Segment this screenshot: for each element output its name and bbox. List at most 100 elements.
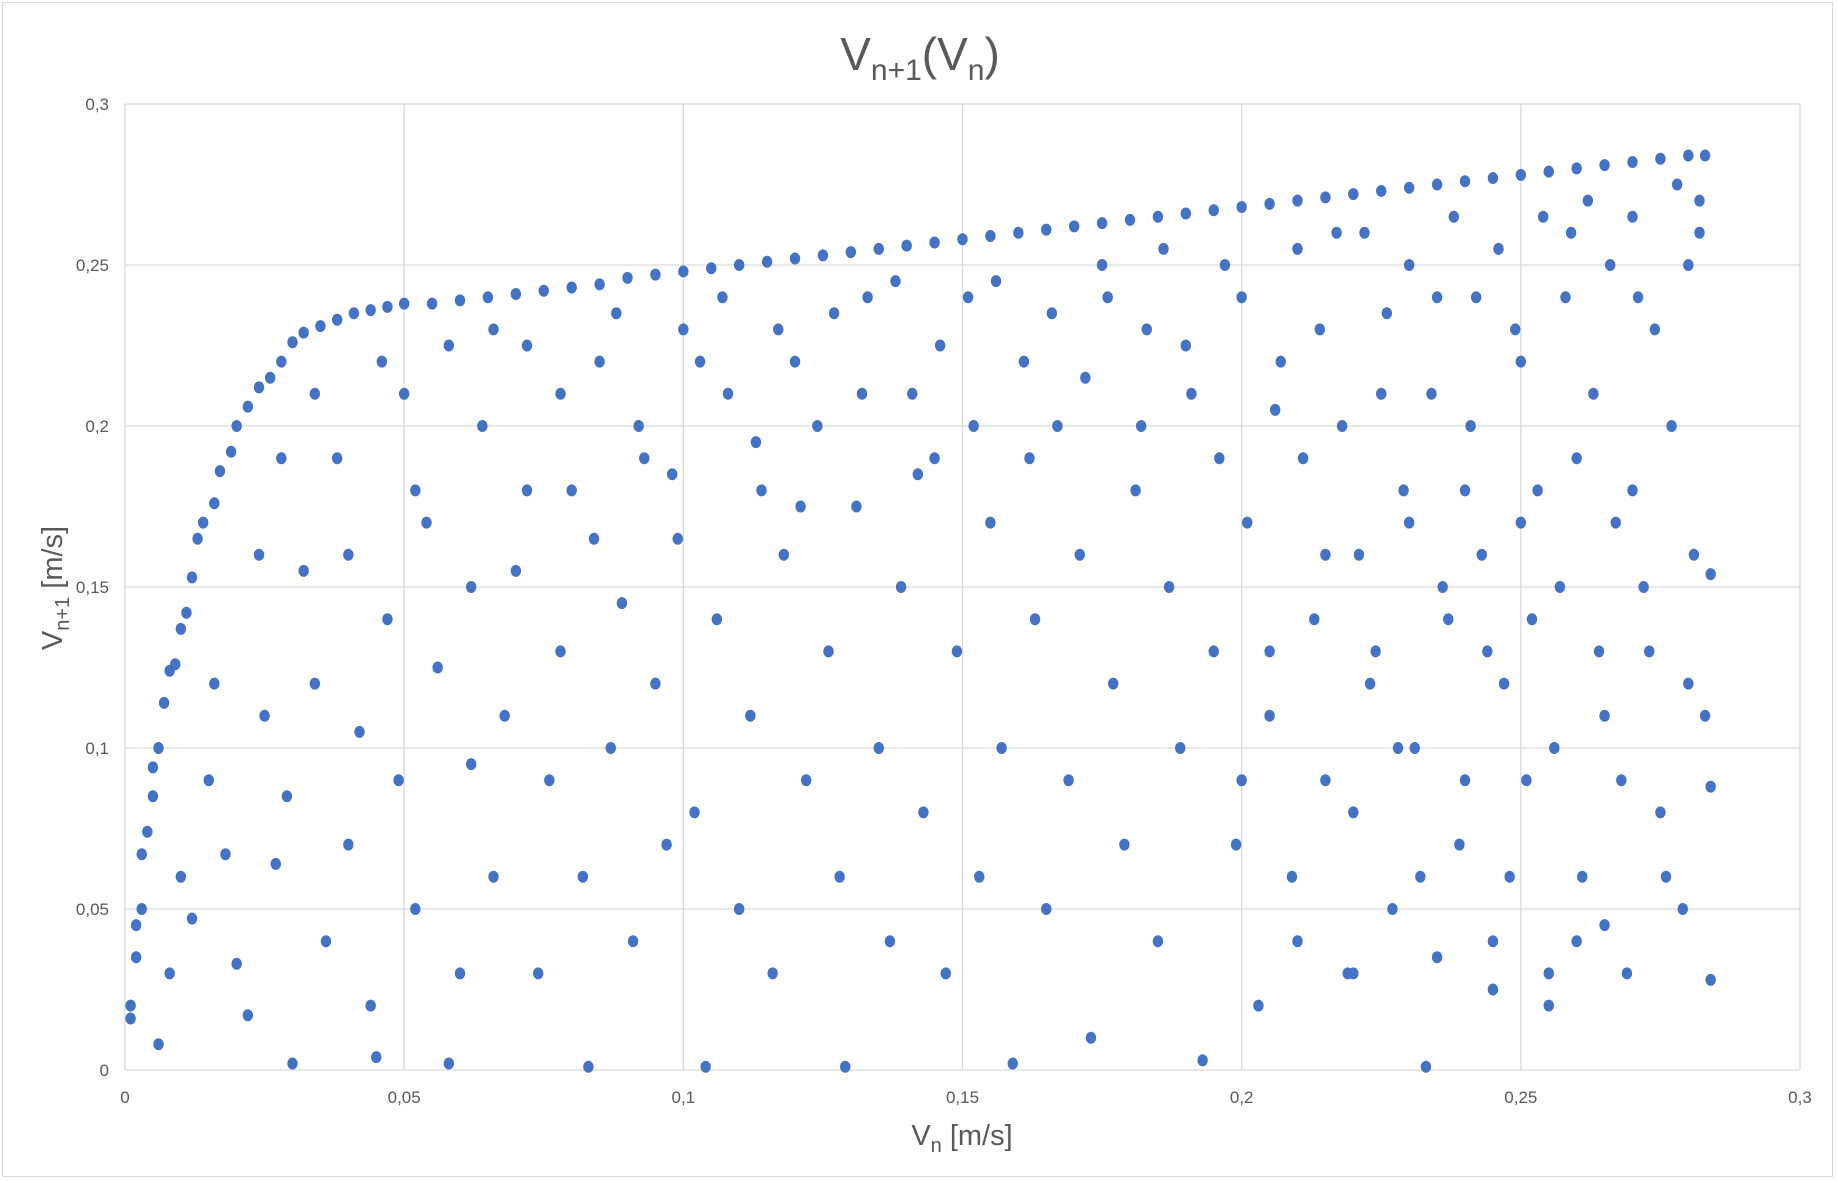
- data-point: [1627, 210, 1638, 223]
- data-point: [1487, 172, 1499, 185]
- data-point: [1130, 484, 1141, 497]
- data-point: [1348, 806, 1359, 819]
- data-point: [1487, 983, 1499, 996]
- data-point: [1348, 967, 1359, 980]
- y-label-main: V: [37, 630, 69, 650]
- data-point: [1582, 194, 1594, 207]
- data-point: [1387, 903, 1398, 915]
- data-point: [287, 336, 298, 349]
- data-point: [1515, 168, 1527, 181]
- data-point: [1219, 259, 1231, 271]
- data-point: [856, 387, 868, 400]
- data-point: [555, 387, 566, 400]
- data-point: [1214, 452, 1225, 465]
- data-point: [521, 339, 533, 352]
- data-point: [1621, 967, 1633, 980]
- data-point: [203, 774, 214, 787]
- data-point: [1604, 259, 1616, 271]
- data-point: [1370, 645, 1381, 658]
- data-point: [1448, 210, 1460, 223]
- title-main: V: [840, 28, 871, 80]
- data-point: [717, 291, 728, 304]
- data-point: [1699, 709, 1711, 722]
- data-point: [454, 294, 466, 307]
- data-point: [711, 613, 723, 626]
- data-point: [510, 564, 522, 577]
- data-point: [577, 870, 589, 883]
- data-point: [331, 313, 343, 326]
- data-point: [918, 806, 929, 819]
- data-point: [700, 1060, 711, 1073]
- data-point: [929, 236, 940, 249]
- x-label-sub: n: [931, 1135, 942, 1157]
- data-point: [315, 320, 326, 333]
- data-point: [1018, 355, 1030, 368]
- data-point: [1180, 339, 1192, 352]
- data-point: [1443, 613, 1454, 626]
- data-point: [1029, 613, 1041, 626]
- data-point: [1336, 420, 1348, 432]
- data-point: [298, 326, 309, 339]
- data-point: [722, 387, 734, 400]
- data-point: [851, 500, 862, 513]
- data-point: [756, 484, 767, 497]
- x-tick-label: 0,1: [672, 1088, 696, 1107]
- data-point: [812, 420, 823, 432]
- data-point: [125, 1012, 136, 1025]
- data-point: [1671, 178, 1683, 191]
- data-point: [895, 581, 907, 593]
- data-point: [962, 291, 974, 304]
- data-point: [477, 420, 488, 432]
- data-point: [1666, 420, 1677, 432]
- data-point: [209, 497, 220, 510]
- data-point: [733, 259, 745, 271]
- data-point: [1007, 1057, 1018, 1070]
- data-point: [482, 291, 494, 304]
- data-point: [1532, 484, 1543, 497]
- title-mid: (V: [922, 28, 968, 80]
- data-point: [834, 870, 845, 883]
- data-point: [639, 452, 650, 465]
- data-point: [136, 848, 147, 861]
- data-point: [1141, 323, 1152, 336]
- data-point: [510, 287, 522, 300]
- data-point: [1392, 742, 1404, 754]
- title-sub1: n+1: [871, 54, 922, 87]
- data-point: [410, 484, 421, 497]
- data-point: [298, 564, 309, 577]
- data-point: [320, 935, 332, 948]
- data-point: [1264, 197, 1275, 210]
- data-point: [142, 825, 153, 838]
- data-point: [1543, 165, 1554, 178]
- data-point: [1487, 935, 1499, 948]
- y-tick-label: 0,25: [76, 256, 109, 275]
- data-point: [175, 870, 187, 883]
- x-tick-label: 0: [120, 1088, 129, 1107]
- data-point: [186, 571, 198, 584]
- data-point: [873, 242, 884, 255]
- data-point: [1426, 387, 1437, 400]
- x-tick-label: 0,15: [946, 1088, 979, 1107]
- data-point: [1705, 973, 1716, 986]
- data-point: [175, 622, 187, 635]
- x-tick-label: 0,25: [1504, 1088, 1537, 1107]
- data-point: [443, 339, 455, 352]
- data-point: [348, 307, 360, 320]
- y-label-sub: n+1: [52, 597, 74, 631]
- data-point: [1320, 548, 1331, 561]
- data-point: [622, 271, 633, 284]
- data-point: [1236, 201, 1247, 214]
- data-point: [1119, 838, 1130, 851]
- data-point: [1476, 548, 1487, 561]
- data-point: [343, 838, 354, 851]
- data-point: [616, 597, 628, 610]
- data-point: [253, 548, 265, 561]
- data-point: [1292, 194, 1303, 207]
- data-point: [410, 903, 421, 915]
- data-point: [828, 307, 840, 320]
- gridlines: [124, 103, 1801, 1071]
- data-point: [1515, 355, 1527, 368]
- data-point: [1554, 581, 1566, 593]
- data-point: [1242, 516, 1253, 529]
- data-point: [985, 230, 996, 243]
